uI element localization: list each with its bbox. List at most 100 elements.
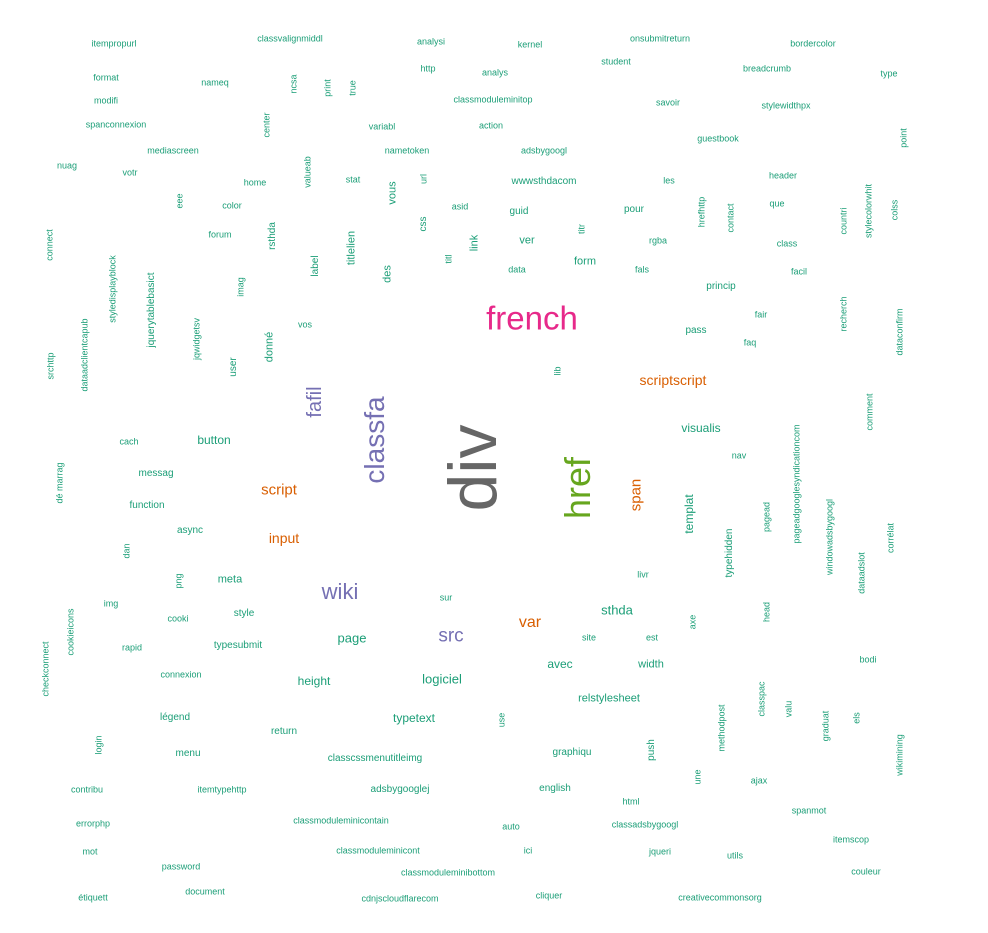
cloud-word: header — [768, 170, 798, 181]
cloud-word: lib — [552, 366, 563, 376]
cloud-word: windowadsbygoogl — [824, 498, 835, 576]
cloud-word: style — [233, 608, 255, 619]
cloud-word: titl — [443, 254, 454, 264]
cloud-word: utils — [726, 850, 744, 861]
cloud-word: dataadslot — [856, 552, 867, 594]
cloud-word: creativecommonsorg — [678, 892, 762, 903]
cloud-word: nuag — [56, 160, 78, 171]
cloud-word: asid — [451, 201, 469, 212]
cloud-word: img — [103, 598, 119, 609]
cloud-word: une — [692, 769, 703, 785]
cloud-word: connexion — [160, 669, 202, 680]
cloud-word: couleur — [851, 866, 881, 877]
cloud-word: document — [185, 886, 225, 897]
cloud-word: methodpost — [716, 704, 727, 752]
cloud-word: cdnjscloudflarecom — [361, 893, 439, 904]
cloud-word: visualis — [681, 421, 721, 435]
cloud-word: push — [646, 739, 657, 761]
cloud-word: srchttp — [45, 352, 56, 380]
cloud-word: print — [322, 79, 333, 97]
cloud-word: princip — [706, 281, 736, 292]
cloud-word: html — [622, 796, 640, 807]
cloud-word: sur — [439, 592, 453, 603]
cloud-word: pour — [623, 204, 645, 215]
cloud-word: vos — [297, 319, 313, 330]
cloud-word: fals — [634, 264, 650, 275]
cloud-word: function — [129, 500, 165, 511]
cloud-word: graduat — [820, 710, 831, 742]
cloud-word: els — [851, 712, 862, 724]
cloud-word: classfa — [359, 396, 390, 484]
cloud-word: corrélat — [885, 522, 896, 554]
cloud-word: comment — [864, 393, 875, 431]
cloud-word: student — [601, 56, 631, 67]
cloud-word: typehidden — [724, 528, 735, 578]
cloud-word: ajax — [750, 775, 768, 786]
cloud-word: scriptscript — [639, 372, 707, 388]
cloud-word: ver — [519, 234, 535, 247]
cloud-word: home — [243, 177, 267, 188]
cloud-word: analys — [481, 67, 509, 78]
cloud-word: dé marrag — [54, 462, 65, 504]
cloud-word: vous — [386, 181, 399, 205]
cloud-word: fair — [754, 309, 768, 320]
cloud-word: stylewidthpx — [761, 100, 811, 111]
cloud-word: légend — [159, 712, 191, 723]
cloud-word: eee — [174, 193, 185, 209]
cloud-word: div — [435, 424, 511, 512]
cloud-word: width — [638, 658, 664, 671]
cloud-word: input — [268, 530, 300, 546]
cloud-word: action — [478, 120, 504, 131]
cloud-word: pageadgooglesyndicationcom — [791, 424, 802, 544]
cloud-word: modifi — [93, 95, 119, 106]
cloud-word: checkconnect — [40, 641, 51, 697]
cloud-word: png — [173, 573, 184, 589]
cloud-word: css — [418, 216, 429, 232]
cloud-word: classadsbygoogl — [611, 819, 679, 830]
cloud-word: cookieicons — [65, 608, 76, 656]
cloud-word: var — [518, 614, 542, 631]
cloud-word: colss — [889, 199, 900, 221]
cloud-word: meta — [217, 573, 243, 586]
cloud-word: classvalignmiddl — [257, 33, 323, 44]
cloud-word: stylecolorwhit — [863, 183, 874, 239]
cloud-word: contact — [725, 203, 736, 233]
cloud-word: étiquett — [78, 892, 108, 903]
cloud-word: href — [557, 456, 598, 520]
cloud-word: color — [222, 200, 242, 211]
cloud-word: itemscop — [832, 834, 870, 845]
cloud-word: ncsa — [288, 74, 299, 94]
cloud-word: valu — [783, 700, 794, 718]
cloud-word: breadcrumb — [742, 63, 792, 74]
cloud-word: point — [898, 128, 909, 148]
cloud-word: script — [261, 481, 297, 499]
cloud-word: forum — [208, 229, 232, 240]
cloud-word: donné — [263, 331, 276, 363]
cloud-word: type — [880, 68, 898, 79]
cloud-word: imag — [235, 277, 246, 297]
cloud-word: dan — [121, 543, 132, 559]
cloud-word: jquerytablebasict — [146, 272, 157, 348]
cloud-word: rsthda — [267, 222, 278, 250]
cloud-word: span — [627, 478, 645, 512]
cloud-word: logiciel — [422, 671, 462, 687]
cloud-word: cliquer — [535, 890, 563, 901]
cloud-word: french — [486, 299, 578, 337]
cloud-word: connect — [44, 229, 55, 261]
cloud-word: form — [574, 255, 596, 268]
cloud-word: wikimining — [894, 734, 905, 776]
cloud-word: use — [496, 712, 507, 728]
cloud-word: hrefhttp — [696, 196, 707, 228]
cloud-word: head — [761, 601, 772, 623]
cloud-word: itemtypehttp — [197, 784, 247, 795]
cloud-word: pagead — [761, 501, 772, 533]
cloud-word: votr — [122, 167, 138, 178]
cloud-word: nameq — [201, 77, 229, 88]
cloud-word: savoir — [655, 97, 681, 108]
cloud-word: format — [93, 72, 119, 83]
cloud-word: jqueri — [648, 846, 672, 857]
cloud-word: avec — [547, 657, 573, 671]
cloud-word: classmoduleminitop — [453, 94, 533, 105]
cloud-word: stat — [345, 174, 361, 185]
cloud-word: que — [769, 198, 785, 209]
